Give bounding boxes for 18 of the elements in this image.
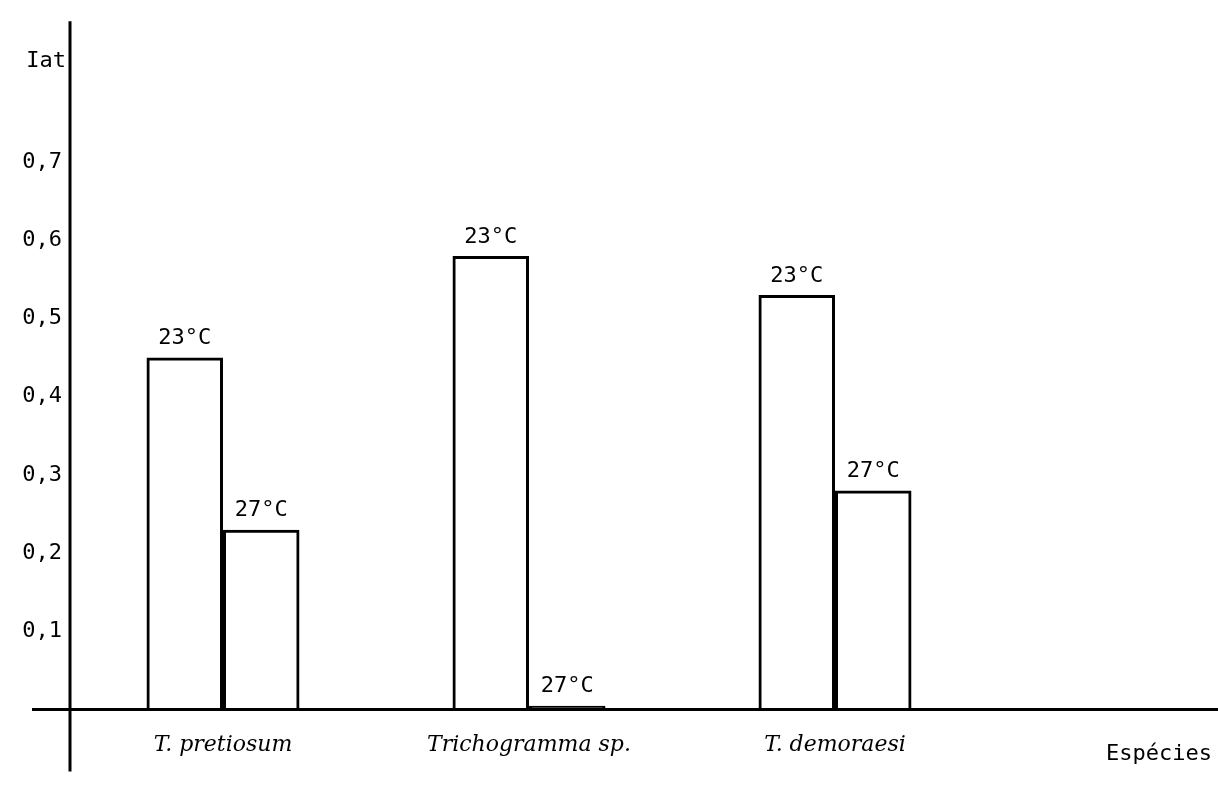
x-tick-label: T. demoraesi xyxy=(764,730,906,756)
series-label: 27°C xyxy=(234,496,288,522)
series-label: 23°C xyxy=(158,324,212,350)
y-tick-label: 0,1 xyxy=(22,617,62,643)
text: 27°C xyxy=(846,457,900,483)
y-tick-label: 0,4 xyxy=(22,382,62,408)
y-tick-label: 0,3 xyxy=(22,460,62,486)
x-tick-label: Trichogramma sp. xyxy=(427,730,631,756)
text: 23°C xyxy=(464,222,518,248)
text: 27°C xyxy=(540,672,594,698)
x-axis-title: Espécies xyxy=(1106,740,1212,766)
y-tick-label: 0,6 xyxy=(22,225,62,251)
x-tick-label: T. pretiosum xyxy=(153,730,293,756)
y-tick-label: 0,5 xyxy=(22,304,62,330)
y-axis-title: Iat xyxy=(26,46,66,72)
y-tick-label: 0,2 xyxy=(22,538,62,564)
text: 23°C xyxy=(770,261,824,287)
y-tick-label: 0,7 xyxy=(22,147,62,173)
